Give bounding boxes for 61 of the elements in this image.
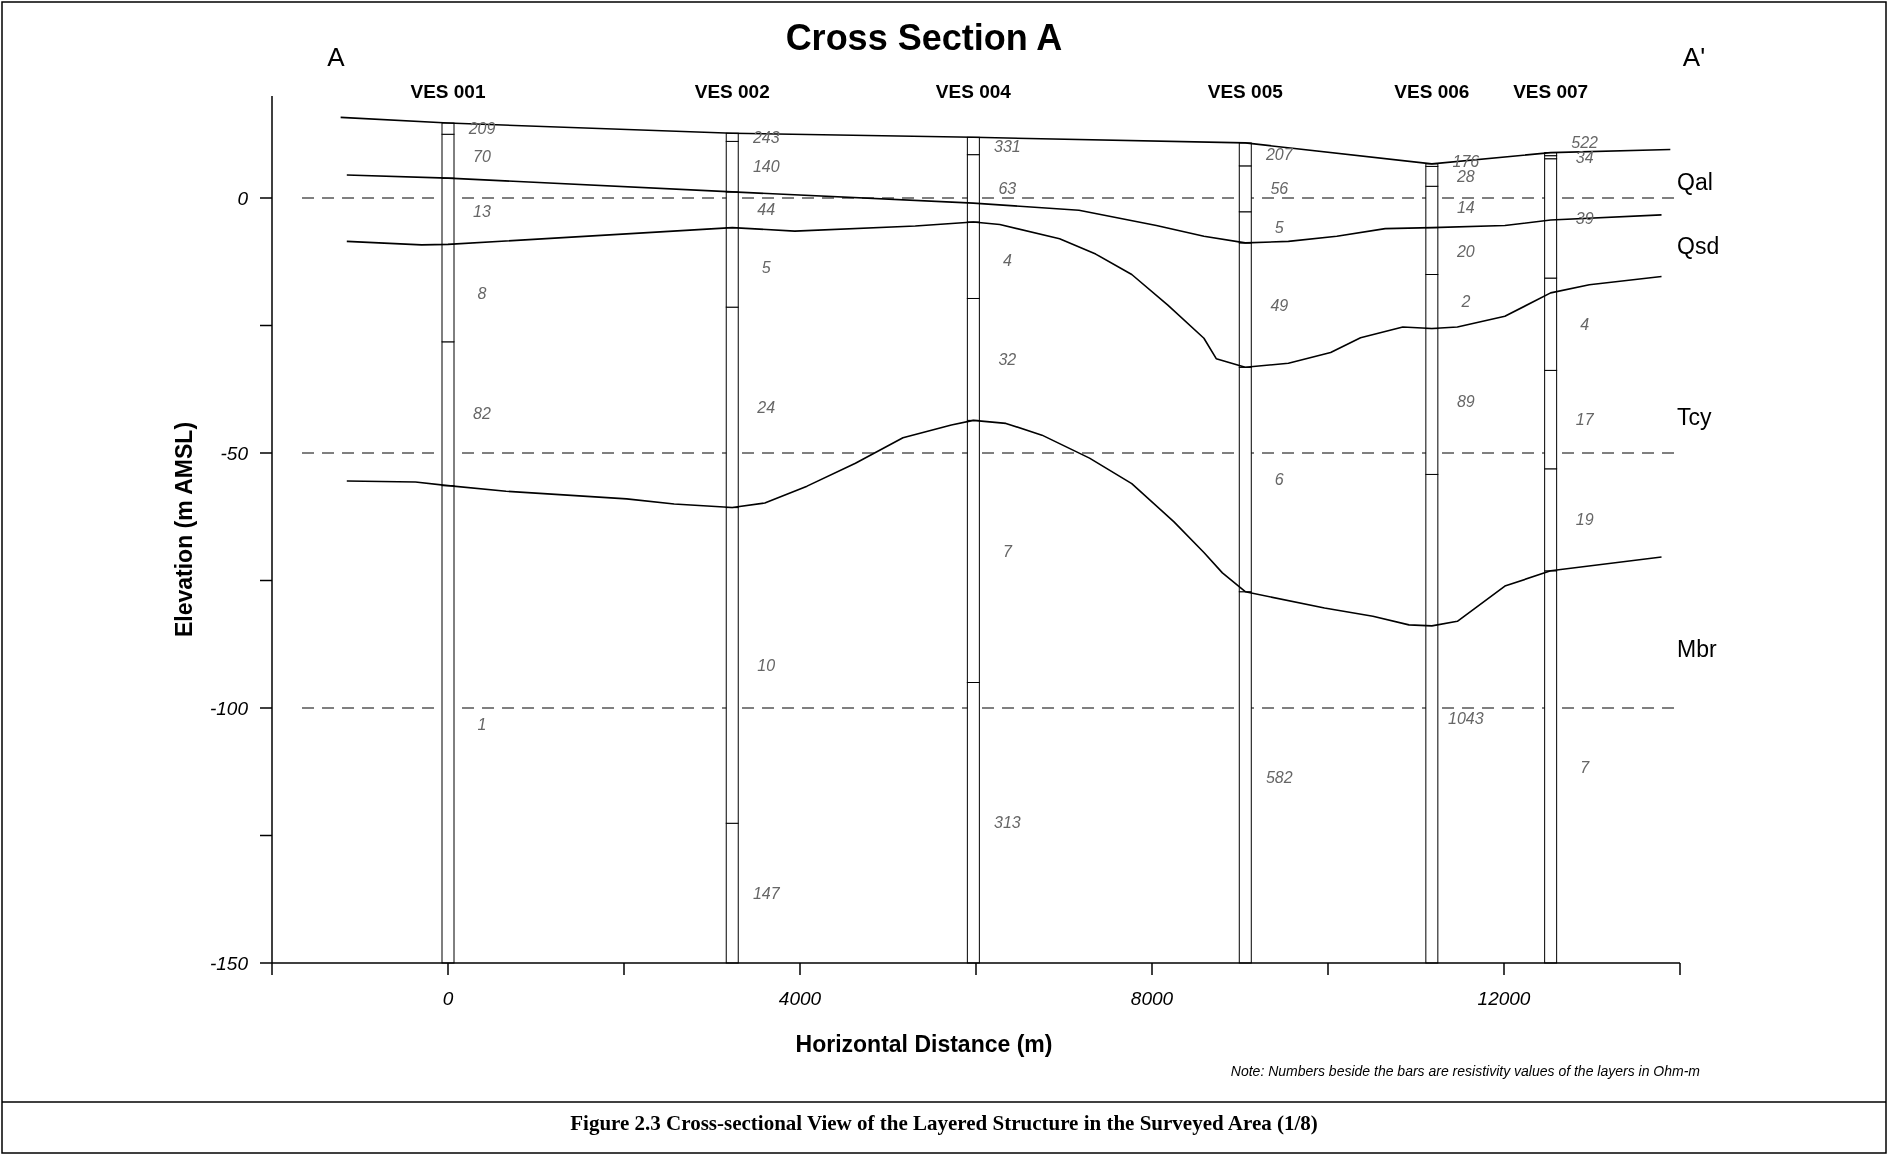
y-tick-label: -50 [220, 442, 249, 464]
annotation: 28 [1455, 167, 1475, 185]
y-tick-label: 0 [237, 187, 249, 209]
annotation: 522 [1571, 133, 1599, 151]
annotation: 14 [1456, 198, 1475, 216]
annotation: 209 [467, 120, 496, 138]
annotation: 313 [994, 814, 1021, 832]
annotation: 13 [473, 202, 491, 220]
text: Note: Numbers beside the bars are resistivity values of the layers in Ohm-m [1230, 1063, 1701, 1079]
annotation: 4 [1580, 315, 1590, 333]
annotation: VES 005 [1207, 81, 1284, 102]
annotation: VES 006 [1394, 81, 1470, 102]
annotation: 7 [1002, 543, 1013, 561]
annotation: 20 [1455, 242, 1475, 260]
annotation: 331 [994, 137, 1021, 155]
annotation: 8 [477, 284, 487, 302]
x-tick-label: 4000 [778, 988, 822, 1009]
annotation: Qal [1677, 169, 1713, 196]
x-tick-label: 8000 [1130, 988, 1174, 1009]
annotation: 19 [1575, 511, 1594, 529]
annotation: VES 002 [694, 81, 770, 102]
annotation: 34 [1575, 148, 1594, 166]
caption: Figure 2.3 Cross-sectional View of the Layered Structure in the Surveyed Area (1/8) [570, 1111, 1318, 1135]
annotation: VES 007 [1513, 81, 1589, 102]
annotation: Tcy [1677, 403, 1712, 430]
annotation: 6 [1274, 471, 1284, 489]
annotation: 82 [473, 405, 491, 423]
annotation: 7 [1580, 758, 1591, 776]
annotation: 89 [1456, 393, 1475, 411]
annotation: Mbr [1677, 635, 1717, 662]
annotation: VES 004 [935, 81, 1012, 102]
annotation: 63 [998, 179, 1017, 197]
annotation: 56 [1270, 180, 1289, 198]
y-tick-label: -150 [209, 952, 249, 974]
annotation: 24 [756, 398, 776, 416]
y-tick-label: -100 [209, 697, 249, 719]
annotation: 140 [752, 158, 780, 176]
x-axis-title: Horizontal Distance (m) [795, 1031, 1053, 1057]
annotation: 70 [473, 147, 491, 165]
annotation: 1 [477, 715, 487, 733]
annotation: 2 [1460, 293, 1471, 311]
annotation: 1043 [1448, 710, 1484, 728]
annotation: 32 [998, 351, 1017, 369]
annotation: 207 [1264, 146, 1294, 163]
annotation: Qsd [1677, 232, 1720, 259]
text: A' [1682, 42, 1706, 72]
x-tick-label: 0 [442, 988, 454, 1009]
annotation: 44 [757, 201, 776, 219]
annotation: 147 [752, 884, 781, 902]
annotation: 4 [1002, 251, 1012, 269]
y-axis-title: Elevation (m AMSL) [171, 421, 197, 638]
x-tick-label: 12000 [1477, 988, 1531, 1009]
annotation: 5 [761, 258, 771, 276]
annotation: 5 [1274, 218, 1284, 236]
annotation: 17 [1575, 411, 1595, 429]
annotation: 10 [757, 657, 776, 675]
chart-title: Cross Section A [785, 17, 1063, 58]
annotation: 582 [1265, 768, 1293, 786]
text: A [327, 42, 346, 72]
annotation: VES 001 [410, 81, 486, 102]
annotation: 49 [1270, 296, 1289, 314]
